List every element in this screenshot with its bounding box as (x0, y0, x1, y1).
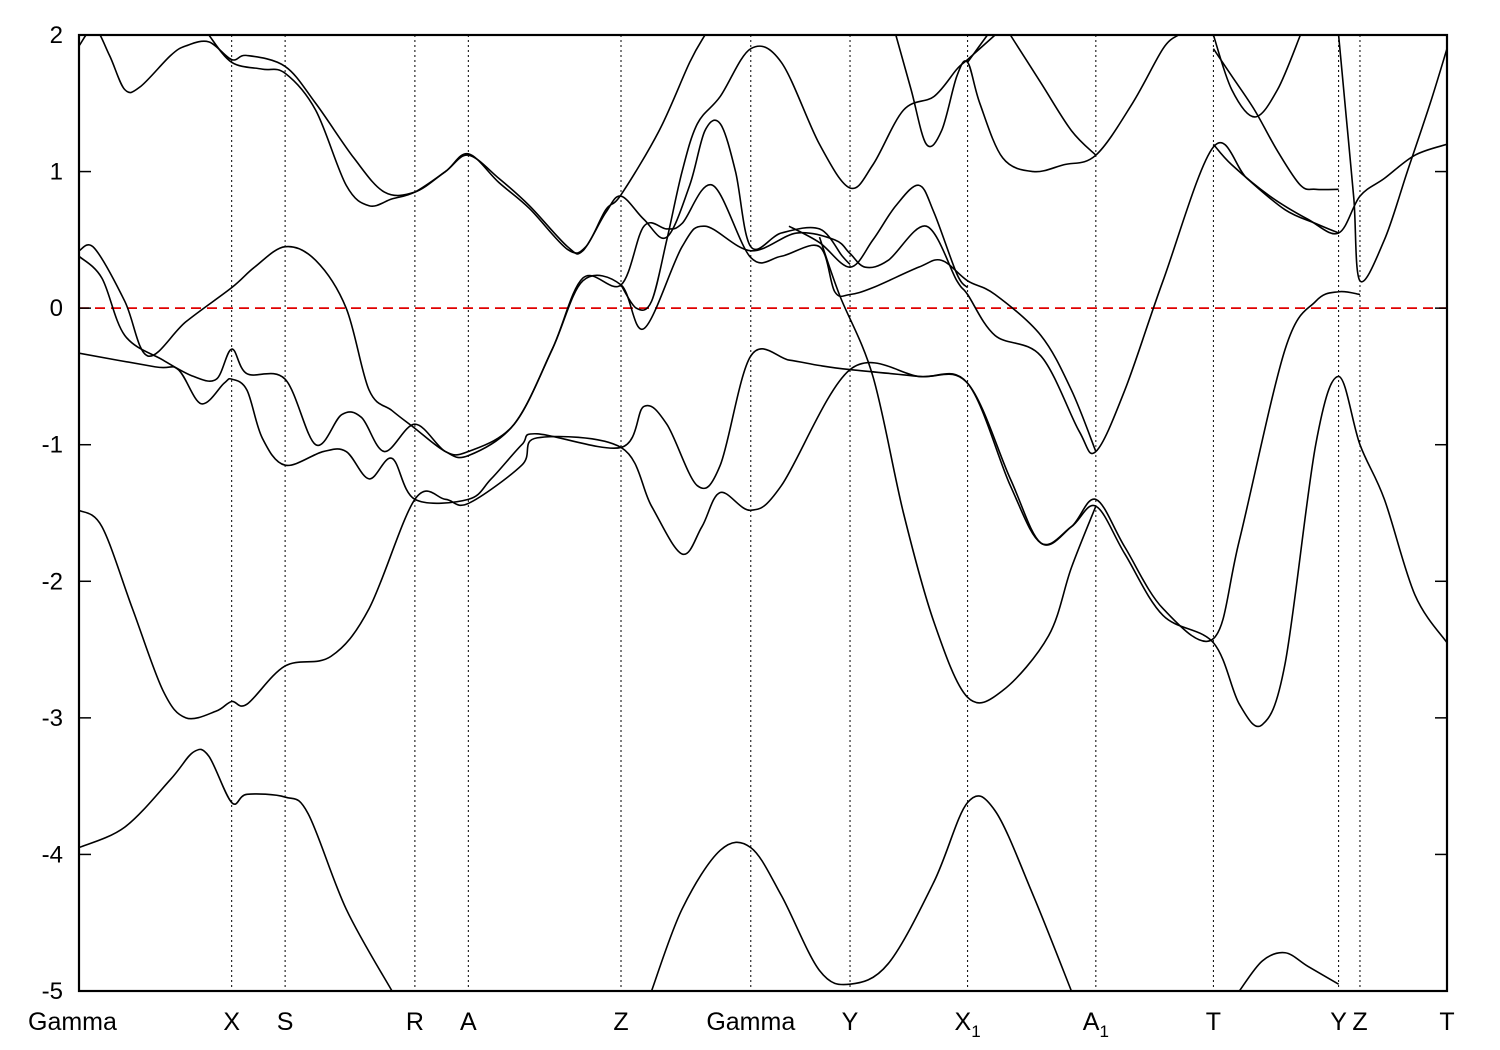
band-curve-17 (1212, 143, 1447, 235)
band-curve-10 (208, 35, 706, 254)
band-curve-13 (895, 35, 1179, 173)
band-curve-4 (79, 361, 1447, 728)
kpoint-label: T (1439, 1008, 1454, 1036)
y-tick-label: -5 (42, 978, 63, 1005)
y-tick-label: -3 (42, 705, 63, 732)
band-curve-15 (1009, 35, 1097, 156)
kpoint-label: Gamma (706, 1008, 795, 1036)
plot-border (77, 33, 1449, 993)
band-curve-18 (1212, 35, 1302, 118)
kpoint-label: R (406, 1008, 424, 1036)
y-tick-label: -1 (42, 432, 63, 459)
kpoint-label: A (460, 1008, 477, 1036)
band-curve-8 (818, 236, 1097, 704)
y-tick-label: -4 (42, 841, 63, 868)
kpoint-gridlines (231, 35, 1361, 991)
band-curve-16 (1212, 48, 1339, 191)
kpoint-label: Y (1330, 1008, 1347, 1036)
band-curve-14 (966, 35, 989, 63)
y-tick-label: 1 (50, 159, 63, 186)
kpoint-label: X (223, 1008, 240, 1036)
band-curve-9 (79, 35, 851, 265)
x-axis-kpoint-labels: Gamma X S R A Z Gamma Y X1 A1 T Y Z T (28, 1008, 1455, 1041)
y-tick-label: 2 (50, 22, 63, 49)
band-curve-11 (620, 35, 996, 311)
y-tick-label: 0 (50, 295, 63, 322)
band-curve-7 (79, 184, 1097, 459)
kpoint-label: Gamma (28, 1008, 117, 1036)
kpoint-label: Y (842, 1008, 859, 1036)
kpoint-label: Z (1352, 1008, 1367, 1036)
kpoint-label: T (1206, 1008, 1221, 1036)
y-axis-ticks: 2 1 0 -1 -2 -3 -4 -5 (42, 22, 1447, 1005)
kpoint-label: S (277, 1008, 294, 1036)
band-curves (79, 35, 1447, 991)
band-curve-12 (788, 184, 969, 289)
band-curve-5 (79, 290, 1361, 643)
kpoint-label: X1 (955, 1008, 981, 1041)
band-curve-19 (1337, 35, 1447, 283)
band-curve-1 (79, 748, 393, 991)
kpoint-label: A1 (1083, 1008, 1109, 1041)
band-curve-3 (1238, 951, 1340, 991)
band-curve-6 (79, 142, 1339, 456)
y-tick-label: -2 (42, 568, 63, 595)
band-curve-2 (650, 795, 1073, 991)
plot-frame (77, 33, 1449, 993)
kpoint-label: Z (613, 1008, 628, 1036)
